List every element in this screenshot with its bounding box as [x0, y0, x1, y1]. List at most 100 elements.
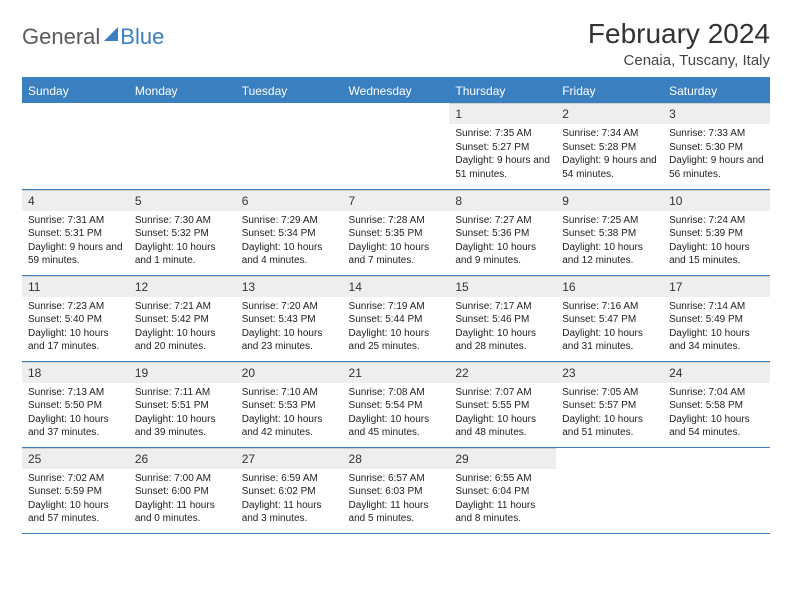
day-number: 11: [22, 276, 129, 297]
calendar-week-row: 18Sunrise: 7:13 AMSunset: 5:50 PMDayligh…: [22, 361, 770, 447]
sunrise-line: Sunrise: 7:02 AM: [28, 472, 123, 486]
day-details: Sunrise: 7:25 AMSunset: 5:38 PMDaylight:…: [556, 211, 663, 272]
calendar-day-cell: 26Sunrise: 7:00 AMSunset: 6:00 PMDayligh…: [129, 447, 236, 533]
day-number: 9: [556, 190, 663, 211]
day-number: 28: [343, 448, 450, 469]
sunset-line: Sunset: 5:35 PM: [349, 227, 444, 241]
sunrise-line: Sunrise: 7:07 AM: [455, 386, 550, 400]
calendar-day-cell: 20Sunrise: 7:10 AMSunset: 5:53 PMDayligh…: [236, 361, 343, 447]
sunrise-line: Sunrise: 7:34 AM: [562, 127, 657, 141]
month-title: February 2024: [588, 18, 770, 50]
day-details: Sunrise: 7:11 AMSunset: 5:51 PMDaylight:…: [129, 383, 236, 444]
day-number: 29: [449, 448, 556, 469]
day-number: 8: [449, 190, 556, 211]
sunrise-line: Sunrise: 7:30 AM: [135, 214, 230, 228]
calendar-day-cell: [556, 447, 663, 533]
sunrise-line: Sunrise: 7:16 AM: [562, 300, 657, 314]
sunrise-line: Sunrise: 7:27 AM: [455, 214, 550, 228]
day-number: 22: [449, 362, 556, 383]
calendar-day-cell: 19Sunrise: 7:11 AMSunset: 5:51 PMDayligh…: [129, 361, 236, 447]
weekday-header: Saturday: [663, 78, 770, 103]
calendar-day-cell: 8Sunrise: 7:27 AMSunset: 5:36 PMDaylight…: [449, 189, 556, 275]
calendar-page: General Blue February 2024 Cenaia, Tusca…: [0, 0, 792, 552]
calendar-day-cell: 21Sunrise: 7:08 AMSunset: 5:54 PMDayligh…: [343, 361, 450, 447]
sunrise-line: Sunrise: 7:20 AM: [242, 300, 337, 314]
day-number: 24: [663, 362, 770, 383]
sunset-line: Sunset: 5:49 PM: [669, 313, 764, 327]
calendar-day-cell: 14Sunrise: 7:19 AMSunset: 5:44 PMDayligh…: [343, 275, 450, 361]
day-details: Sunrise: 7:10 AMSunset: 5:53 PMDaylight:…: [236, 383, 343, 444]
day-details: Sunrise: 7:23 AMSunset: 5:40 PMDaylight:…: [22, 297, 129, 358]
sunset-line: Sunset: 5:34 PM: [242, 227, 337, 241]
calendar-week-row: 11Sunrise: 7:23 AMSunset: 5:40 PMDayligh…: [22, 275, 770, 361]
daylight-line: Daylight: 11 hours and 0 minutes.: [135, 499, 230, 526]
sunset-line: Sunset: 6:00 PM: [135, 485, 230, 499]
day-details: Sunrise: 6:57 AMSunset: 6:03 PMDaylight:…: [343, 469, 450, 530]
day-details: Sunrise: 7:33 AMSunset: 5:30 PMDaylight:…: [663, 124, 770, 185]
day-number: 10: [663, 190, 770, 211]
daylight-line: Daylight: 10 hours and 31 minutes.: [562, 327, 657, 354]
daylight-line: Daylight: 10 hours and 42 minutes.: [242, 413, 337, 440]
calendar-body: 1Sunrise: 7:35 AMSunset: 5:27 PMDaylight…: [22, 103, 770, 533]
calendar-day-cell: [236, 103, 343, 189]
calendar-day-cell: 28Sunrise: 6:57 AMSunset: 6:03 PMDayligh…: [343, 447, 450, 533]
sunrise-line: Sunrise: 6:57 AM: [349, 472, 444, 486]
sunset-line: Sunset: 5:43 PM: [242, 313, 337, 327]
calendar-day-cell: 29Sunrise: 6:55 AMSunset: 6:04 PMDayligh…: [449, 447, 556, 533]
day-details: Sunrise: 7:04 AMSunset: 5:58 PMDaylight:…: [663, 383, 770, 444]
calendar-day-cell: 24Sunrise: 7:04 AMSunset: 5:58 PMDayligh…: [663, 361, 770, 447]
brand-text-general: General: [22, 24, 100, 50]
calendar-day-cell: 5Sunrise: 7:30 AMSunset: 5:32 PMDaylight…: [129, 189, 236, 275]
day-number: 26: [129, 448, 236, 469]
day-number: 25: [22, 448, 129, 469]
sunset-line: Sunset: 5:58 PM: [669, 399, 764, 413]
daylight-line: Daylight: 9 hours and 51 minutes.: [455, 154, 550, 181]
day-details: Sunrise: 7:27 AMSunset: 5:36 PMDaylight:…: [449, 211, 556, 272]
sunset-line: Sunset: 5:44 PM: [349, 313, 444, 327]
day-number: 5: [129, 190, 236, 211]
day-number: 19: [129, 362, 236, 383]
calendar-day-cell: 2Sunrise: 7:34 AMSunset: 5:28 PMDaylight…: [556, 103, 663, 189]
calendar-day-cell: 17Sunrise: 7:14 AMSunset: 5:49 PMDayligh…: [663, 275, 770, 361]
calendar-day-cell: 1Sunrise: 7:35 AMSunset: 5:27 PMDaylight…: [449, 103, 556, 189]
sunrise-line: Sunrise: 7:23 AM: [28, 300, 123, 314]
daylight-line: Daylight: 10 hours and 54 minutes.: [669, 413, 764, 440]
sunrise-line: Sunrise: 7:31 AM: [28, 214, 123, 228]
sunset-line: Sunset: 5:27 PM: [455, 141, 550, 155]
calendar-day-cell: 22Sunrise: 7:07 AMSunset: 5:55 PMDayligh…: [449, 361, 556, 447]
sunset-line: Sunset: 5:30 PM: [669, 141, 764, 155]
day-number: 20: [236, 362, 343, 383]
calendar-day-cell: 10Sunrise: 7:24 AMSunset: 5:39 PMDayligh…: [663, 189, 770, 275]
calendar-day-cell: 18Sunrise: 7:13 AMSunset: 5:50 PMDayligh…: [22, 361, 129, 447]
day-number: 23: [556, 362, 663, 383]
daylight-line: Daylight: 10 hours and 12 minutes.: [562, 241, 657, 268]
sunset-line: Sunset: 5:46 PM: [455, 313, 550, 327]
daylight-line: Daylight: 9 hours and 54 minutes.: [562, 154, 657, 181]
calendar-day-cell: 12Sunrise: 7:21 AMSunset: 5:42 PMDayligh…: [129, 275, 236, 361]
weekday-header: Sunday: [22, 78, 129, 103]
weekday-header: Wednesday: [343, 78, 450, 103]
day-details: Sunrise: 7:19 AMSunset: 5:44 PMDaylight:…: [343, 297, 450, 358]
weekday-header: Friday: [556, 78, 663, 103]
daylight-line: Daylight: 11 hours and 5 minutes.: [349, 499, 444, 526]
day-details: Sunrise: 7:20 AMSunset: 5:43 PMDaylight:…: [236, 297, 343, 358]
daylight-line: Daylight: 11 hours and 8 minutes.: [455, 499, 550, 526]
weekday-header: Thursday: [449, 78, 556, 103]
sunset-line: Sunset: 5:31 PM: [28, 227, 123, 241]
day-details: Sunrise: 7:34 AMSunset: 5:28 PMDaylight:…: [556, 124, 663, 185]
weekday-header: Monday: [129, 78, 236, 103]
sunrise-line: Sunrise: 7:10 AM: [242, 386, 337, 400]
daylight-line: Daylight: 10 hours and 37 minutes.: [28, 413, 123, 440]
day-number: 27: [236, 448, 343, 469]
day-number: 4: [22, 190, 129, 211]
day-details: Sunrise: 7:02 AMSunset: 5:59 PMDaylight:…: [22, 469, 129, 530]
day-details: Sunrise: 7:05 AMSunset: 5:57 PMDaylight:…: [556, 383, 663, 444]
weekday-header: Tuesday: [236, 78, 343, 103]
calendar-day-cell: 7Sunrise: 7:28 AMSunset: 5:35 PMDaylight…: [343, 189, 450, 275]
sunrise-line: Sunrise: 7:24 AM: [669, 214, 764, 228]
brand-logo: General Blue: [22, 24, 164, 50]
daylight-line: Daylight: 10 hours and 17 minutes.: [28, 327, 123, 354]
calendar-day-cell: 23Sunrise: 7:05 AMSunset: 5:57 PMDayligh…: [556, 361, 663, 447]
sunrise-line: Sunrise: 7:05 AM: [562, 386, 657, 400]
sunset-line: Sunset: 5:38 PM: [562, 227, 657, 241]
